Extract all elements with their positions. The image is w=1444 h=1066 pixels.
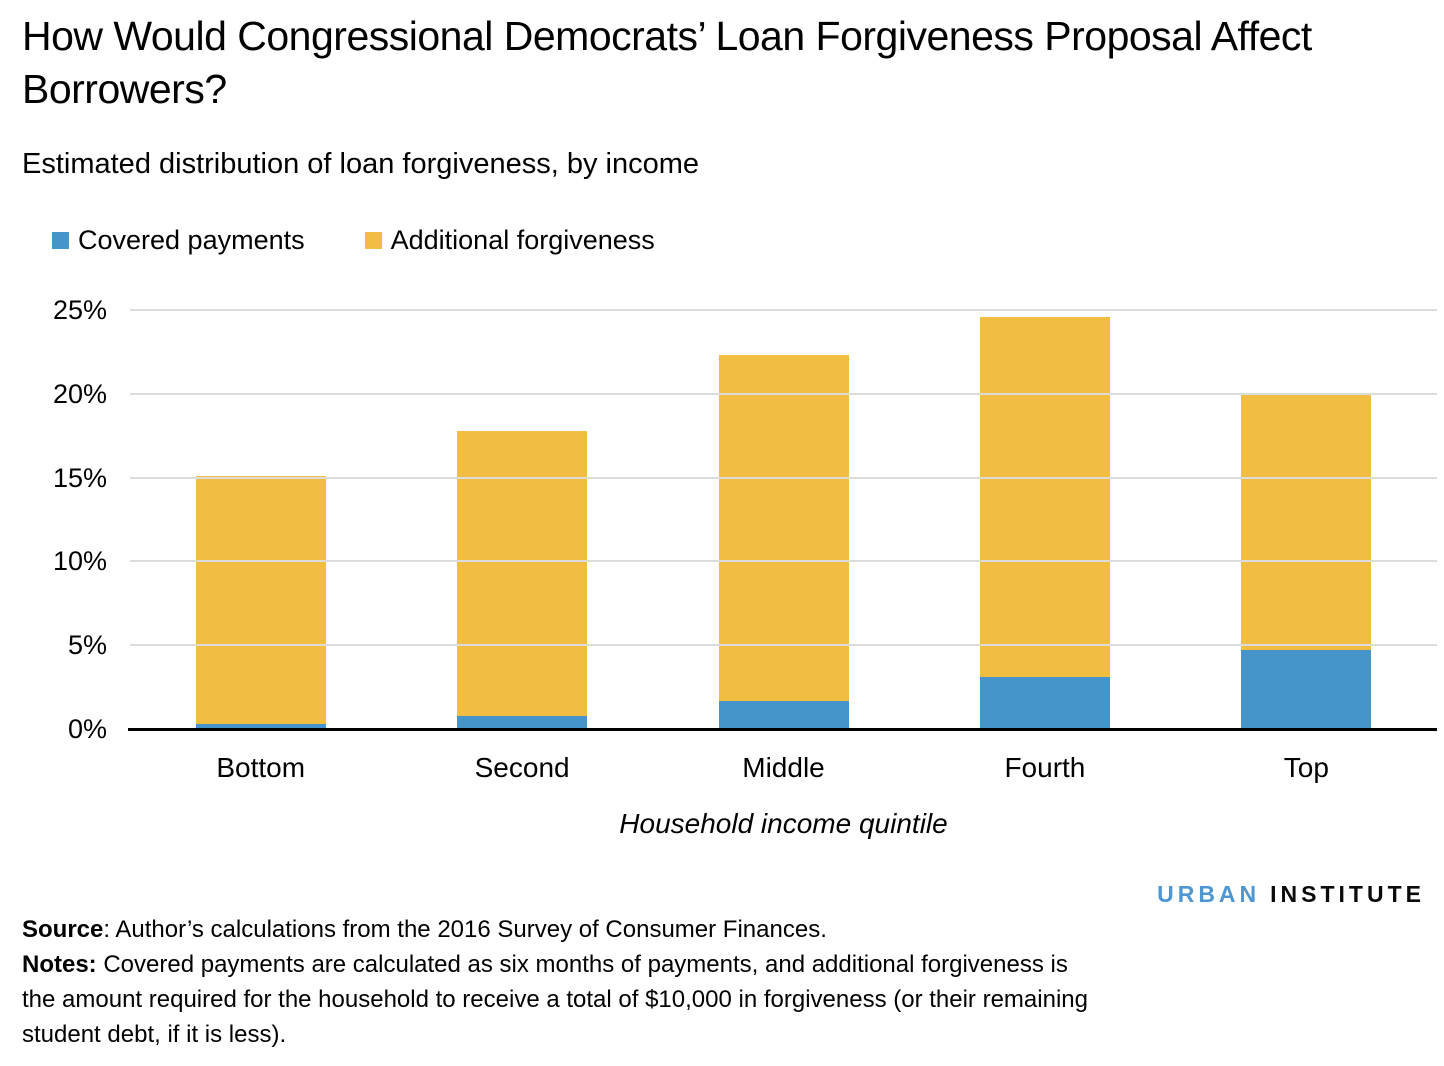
bar-column-top	[1176, 310, 1437, 729]
gridline-5	[130, 644, 1437, 647]
segment-additional-forgiveness-bottom	[195, 475, 326, 724]
source-label: Source	[22, 916, 104, 943]
bar-bottom	[195, 475, 326, 729]
chart-legend: Covered payments Additional forgiveness	[52, 225, 715, 256]
segment-covered-payments-second	[457, 715, 588, 729]
gridline-10	[130, 560, 1437, 563]
chart-title: How Would Congressional Democrats’ Loan …	[22, 13, 1312, 113]
notes-note: Notes: Covered payments are calculated a…	[22, 947, 1107, 1052]
y-tick-label-15: 15%	[52, 462, 107, 493]
segment-additional-forgiveness-middle	[718, 355, 849, 701]
x-axis-label-middle: Middle	[742, 752, 825, 783]
legend-item-additional-forgiveness: Additional forgiveness	[364, 225, 655, 256]
gridline-20	[130, 392, 1437, 395]
bar-column-second	[391, 310, 652, 729]
urban-institute-logo: URBAN INSTITUTE	[1157, 881, 1425, 908]
notes-label: Notes:	[22, 951, 97, 978]
source-note: Source: Author’s calculations from the 2…	[22, 912, 1107, 947]
legend-label: Covered payments	[78, 225, 305, 255]
legend-label: Additional forgiveness	[390, 225, 655, 255]
legend-swatch-covered-payments	[52, 232, 69, 249]
bar-top	[1241, 393, 1372, 729]
x-axis-label-bottom: Bottom	[216, 752, 306, 783]
logo-institute-text: INSTITUTE	[1270, 881, 1425, 907]
x-axis-label-fourth: Fourth	[1004, 752, 1086, 783]
legend-swatch-additional-forgiveness	[364, 232, 382, 249]
bar-chart: 0% 5% 10% 15% 20% 25%	[0, 295, 1444, 744]
y-axis-ticks: 0% 5% 10% 15% 20% 25%	[0, 295, 107, 744]
bar-column-bottom	[130, 310, 391, 729]
y-tick-label-25: 25%	[52, 295, 107, 325]
bar-middle	[718, 355, 849, 729]
segment-covered-payments-middle	[718, 700, 849, 729]
bar-columns	[130, 310, 1437, 729]
x-axis-line	[128, 728, 1437, 731]
segment-additional-forgiveness-top	[1241, 393, 1372, 651]
x-axis-label-second: Second	[474, 752, 570, 783]
segment-additional-forgiveness-second	[457, 430, 588, 716]
notes-text: Covered payments are calculated as six m…	[22, 951, 1088, 1048]
y-tick-label-5: 5%	[67, 630, 107, 661]
bar-fourth	[979, 316, 1110, 729]
bar-second	[457, 430, 588, 729]
segment-covered-payments-top	[1241, 650, 1372, 729]
segment-covered-payments-bottom	[195, 723, 326, 729]
chart-subtitle: Estimated distribution of loan forgivene…	[22, 148, 700, 180]
x-axis-label-top: Top	[1283, 752, 1329, 783]
gridline-25	[130, 309, 1437, 311]
y-tick-label-20: 20%	[52, 378, 107, 409]
gridline-15	[130, 476, 1437, 479]
bar-column-middle	[653, 310, 914, 729]
y-tick-label-0: 0%	[67, 714, 107, 744]
bar-column-fourth	[914, 310, 1175, 729]
x-axis-title: Household income quintile	[619, 808, 948, 839]
source-text: : Author’s calculations from the 2016 Su…	[103, 916, 827, 943]
segment-additional-forgiveness-fourth	[979, 316, 1110, 678]
plot-area	[128, 309, 1437, 731]
legend-item-covered-payments: Covered payments	[52, 225, 305, 256]
y-tick-label-10: 10%	[52, 546, 107, 577]
segment-covered-payments-fourth	[979, 677, 1110, 729]
x-axis-labels: Bottom Second Middle Fourth Top	[130, 752, 1437, 784]
logo-urban-text: URBAN	[1157, 881, 1261, 907]
